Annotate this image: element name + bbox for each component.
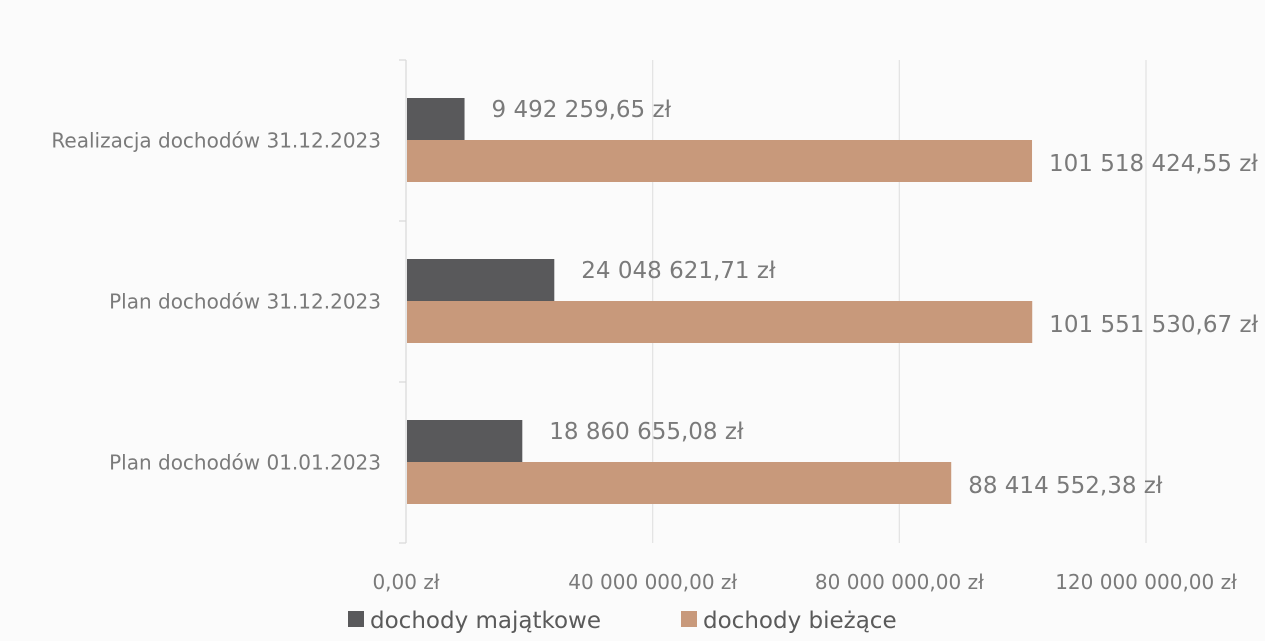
bar-dochody-majatkowe xyxy=(407,98,465,140)
data-label: 101 518 424,55 zł xyxy=(1049,151,1258,177)
legend-label: dochody bieżące xyxy=(703,608,897,634)
data-label: 88 414 552,38 zł xyxy=(968,473,1163,499)
category-label: Plan dochodów 31.12.2023 xyxy=(109,290,381,314)
data-label: 9 492 259,65 zł xyxy=(492,97,672,123)
x-tick-label: 120 000 000,00 zł xyxy=(1055,570,1237,594)
category-label: Plan dochodów 01.01.2023 xyxy=(109,451,381,475)
data-label: 101 551 530,67 zł xyxy=(1049,312,1258,338)
x-tick-label: 80 000 000,00 zł xyxy=(815,570,984,594)
bar-dochody-biezace xyxy=(407,140,1033,182)
x-tick-label: 40 000 000,00 zł xyxy=(568,570,737,594)
data-label: 18 860 655,08 zł xyxy=(549,419,744,445)
legend-swatch xyxy=(681,611,697,627)
category-label: Realizacja dochodów 31.12.2023 xyxy=(51,129,381,153)
x-tick-label: 0,00 zł xyxy=(372,570,439,594)
bar-dochody-biezace xyxy=(407,301,1033,343)
bar-dochody-majatkowe xyxy=(407,420,523,462)
bar-dochody-biezace xyxy=(407,462,952,504)
legend-label: dochody majątkowe xyxy=(370,608,601,634)
bar-dochody-majatkowe xyxy=(407,259,555,301)
legend-swatch xyxy=(348,611,364,627)
data-label: 24 048 621,71 zł xyxy=(581,258,776,284)
